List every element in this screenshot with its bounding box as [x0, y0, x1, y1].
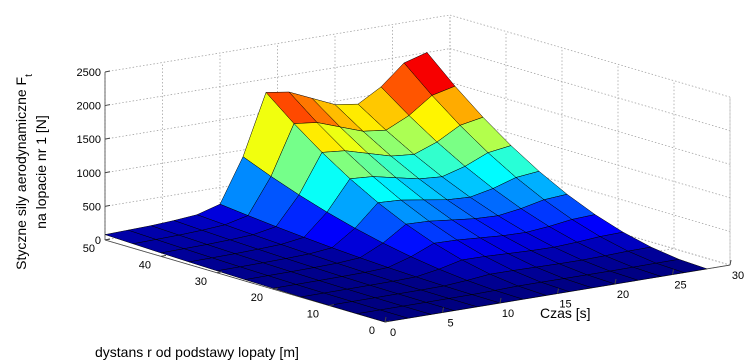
z-label-subscript: t [24, 74, 35, 77]
tick-mark [499, 297, 502, 304]
tick-mark [384, 316, 387, 323]
x-tick-label: 25 [674, 280, 686, 292]
z-axis-label: Styczne sily aerodynamiczne Ft na lopaci… [13, 74, 49, 270]
tick-mark [216, 271, 223, 274]
y-tick-label: 50 [83, 243, 95, 255]
x-tick-label: 30 [732, 270, 744, 282]
x-axis-label: Czas [s] [540, 305, 591, 321]
x-tick-label: 0 [390, 327, 396, 339]
x-tick-label: 10 [502, 308, 514, 320]
tick-mark [104, 104, 111, 107]
y-tick-label: 10 [307, 309, 319, 321]
y-axis-label: dystans r od podstawy lopaty [m] [95, 344, 299, 360]
grid-line [449, 14, 731, 98]
tick-mark [729, 259, 732, 266]
z-tick-label: 1000 [77, 168, 101, 180]
grid-line [104, 48, 451, 106]
tick-mark [104, 137, 111, 140]
x-tick-label: 15 [559, 299, 571, 311]
z-tick-label: 1500 [77, 134, 101, 146]
y-tick-label: 30 [195, 276, 207, 288]
z-axis-label-line: na lopacie nr 1 [N] [33, 115, 49, 229]
tick-mark [104, 204, 111, 207]
z-tick-label: 2500 [77, 67, 101, 79]
tick-mark [272, 287, 279, 290]
tick-mark [104, 70, 111, 73]
tick-mark [104, 238, 111, 241]
y-tick-label: 0 [369, 325, 375, 337]
tick-mark [614, 278, 617, 285]
grid-line [104, 14, 451, 73]
grid-line [449, 48, 731, 132]
z-axis-label-line: Styczne sily aerodynamiczne Ft [13, 74, 35, 270]
y-tick-label: 20 [251, 292, 263, 304]
surface [104, 52, 708, 323]
tick-mark [557, 288, 559, 294]
tick-mark [104, 171, 111, 174]
tick-mark [442, 307, 444, 313]
y-tick-label: 40 [139, 259, 151, 271]
tick-mark [384, 320, 391, 323]
x-tick-label: 20 [617, 289, 629, 301]
z-label-text: Styczne sily aerodynamiczne F [13, 77, 29, 270]
z-tick-label: 2000 [77, 101, 101, 113]
tick-mark [160, 254, 167, 257]
tick-mark [328, 304, 335, 307]
surface-patch [356, 309, 409, 323]
z-tick-label: 500 [83, 201, 101, 213]
x-tick-label: 5 [447, 318, 453, 330]
z-tick-label: 0 [95, 235, 101, 247]
tick-mark [672, 269, 674, 275]
axes: 0 500 1000 1500 2000 2500 0 5 10 15 20 25 30 0 10 20 30 4… [77, 67, 745, 339]
